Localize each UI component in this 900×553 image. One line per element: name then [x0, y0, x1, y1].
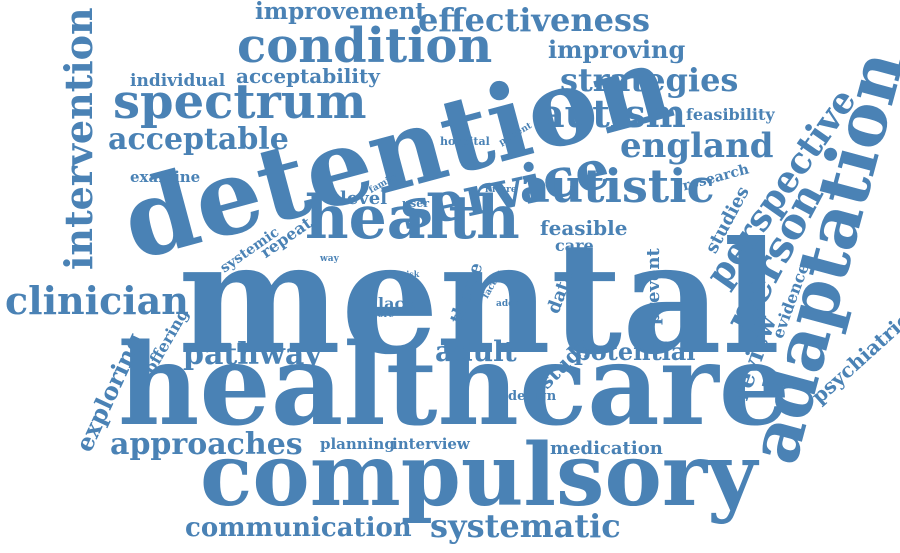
word-improvement: improvement [255, 0, 426, 25]
word-medication: medication [550, 438, 663, 459]
word-planning: planning [320, 435, 395, 453]
word-future: future [485, 185, 517, 195]
word-user: user [402, 197, 429, 210]
word-autistic: autistic [520, 159, 715, 213]
word-compulsory: compulsory [200, 425, 758, 526]
word-clinician: clinician [5, 278, 189, 323]
word-design: design [508, 389, 557, 404]
word-level: level [340, 188, 388, 209]
word-autism: autism [540, 91, 686, 136]
word-care: care [555, 236, 594, 255]
word-intervention: intervention [56, 7, 101, 270]
word-condition: condition [237, 18, 493, 74]
word-england: england [620, 126, 774, 166]
word-effectiveness: effectiveness [418, 1, 651, 39]
word-individual: individual [130, 71, 226, 91]
word-way: way [320, 254, 339, 264]
word-potential: potential [574, 337, 696, 366]
word-strategies: strategies [560, 61, 739, 99]
word-risk: risk [402, 269, 420, 279]
word-hospital: hospital [440, 135, 490, 148]
word-more: more [368, 310, 394, 320]
word-spectrum: spectrum [113, 74, 367, 130]
word-acceptability: acceptability [236, 64, 380, 88]
word-improving: improving [548, 35, 686, 64]
word-prevent: prevent [643, 248, 664, 325]
word-healthcare: healthcare [118, 320, 790, 451]
word-approaches: approaches [110, 427, 303, 462]
word-health: health [305, 183, 520, 253]
word-examine: examine [130, 168, 201, 186]
word-communication: communication [185, 513, 412, 543]
word-addr: addr [496, 299, 520, 309]
word-pathway: pathway [183, 337, 322, 372]
word-interview: interview [392, 435, 470, 453]
word-adult: adult [435, 335, 517, 368]
word-feasible: feasible [540, 216, 628, 240]
word-acceptable: acceptable [108, 122, 289, 157]
word-mental: mental [178, 208, 781, 389]
word-lack: lack [378, 294, 416, 313]
word-feasibility: feasibility [686, 105, 775, 124]
word-systematic: systematic [430, 507, 621, 545]
